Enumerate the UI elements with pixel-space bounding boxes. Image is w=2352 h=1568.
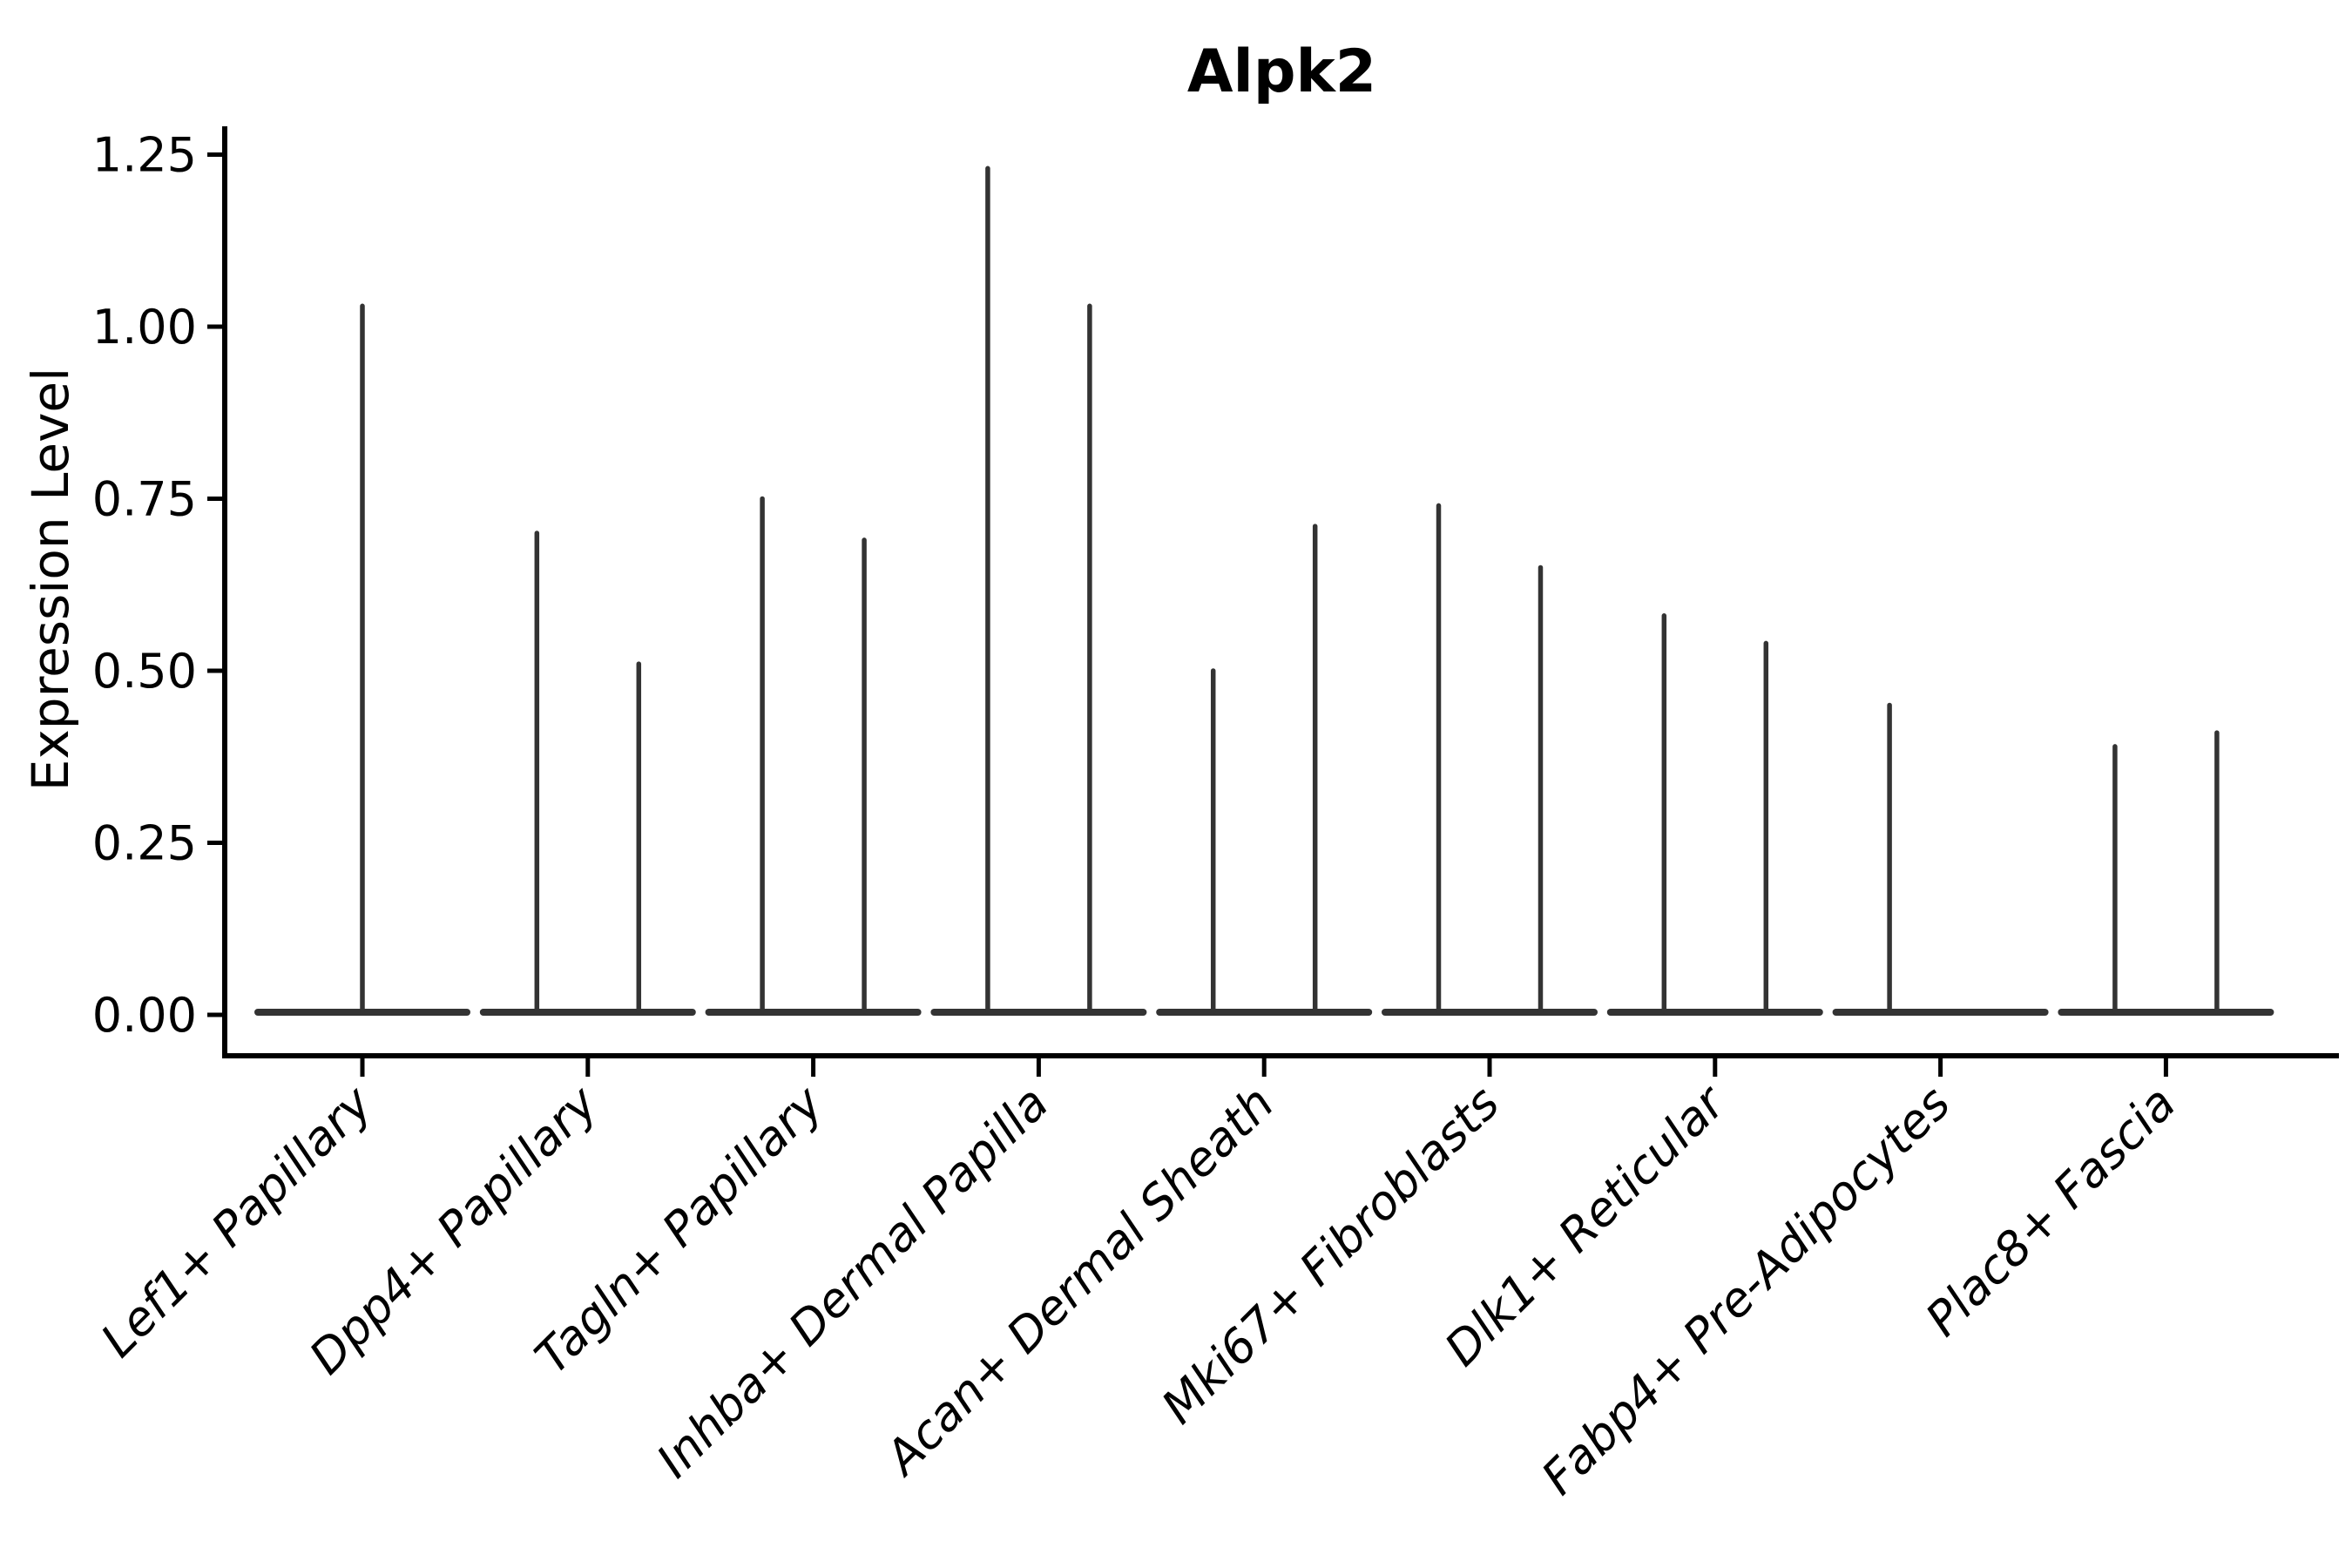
- x-tick-label: Fabp4+ Pre-Adipocytes: [1531, 1076, 1960, 1505]
- y-tick-label: 0.50: [92, 644, 197, 699]
- y-tick-label: 1.25: [92, 127, 197, 182]
- x-tick-label: Acan+ Dermal Sheath: [873, 1076, 1284, 1487]
- y-tick-label: 0.75: [92, 471, 197, 526]
- y-tick-label: 1.00: [92, 300, 197, 355]
- y-axis-title: Expression Level: [21, 368, 80, 791]
- chart-title: Alpk2: [1187, 37, 1376, 106]
- y-tick-label: 0.25: [92, 815, 197, 870]
- x-tick-label: Inhba+ Dermal Papilla: [646, 1076, 1059, 1489]
- y-tick-label: 0.00: [92, 988, 197, 1043]
